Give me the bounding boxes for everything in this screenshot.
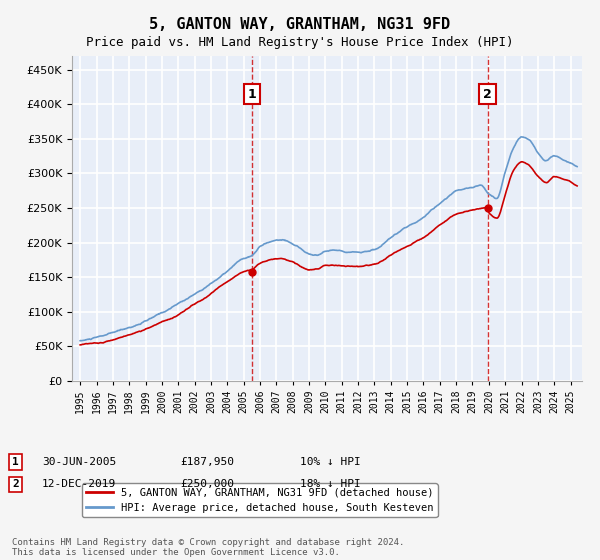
Text: 5, GANTON WAY, GRANTHAM, NG31 9FD: 5, GANTON WAY, GRANTHAM, NG31 9FD [149, 17, 451, 32]
Text: £250,000: £250,000 [180, 479, 234, 489]
Text: 12-DEC-2019: 12-DEC-2019 [42, 479, 116, 489]
Text: Price paid vs. HM Land Registry's House Price Index (HPI): Price paid vs. HM Land Registry's House … [86, 36, 514, 49]
Text: 1: 1 [12, 457, 19, 467]
Legend: 5, GANTON WAY, GRANTHAM, NG31 9FD (detached house), HPI: Average price, detached: 5, GANTON WAY, GRANTHAM, NG31 9FD (detac… [82, 483, 437, 517]
Text: 18% ↓ HPI: 18% ↓ HPI [300, 479, 361, 489]
Text: 2: 2 [483, 87, 492, 100]
Text: 2: 2 [12, 479, 19, 489]
Text: 10% ↓ HPI: 10% ↓ HPI [300, 457, 361, 467]
Text: £187,950: £187,950 [180, 457, 234, 467]
Text: 1: 1 [247, 87, 256, 100]
Text: Contains HM Land Registry data © Crown copyright and database right 2024.
This d: Contains HM Land Registry data © Crown c… [12, 538, 404, 557]
Text: 30-JUN-2005: 30-JUN-2005 [42, 457, 116, 467]
